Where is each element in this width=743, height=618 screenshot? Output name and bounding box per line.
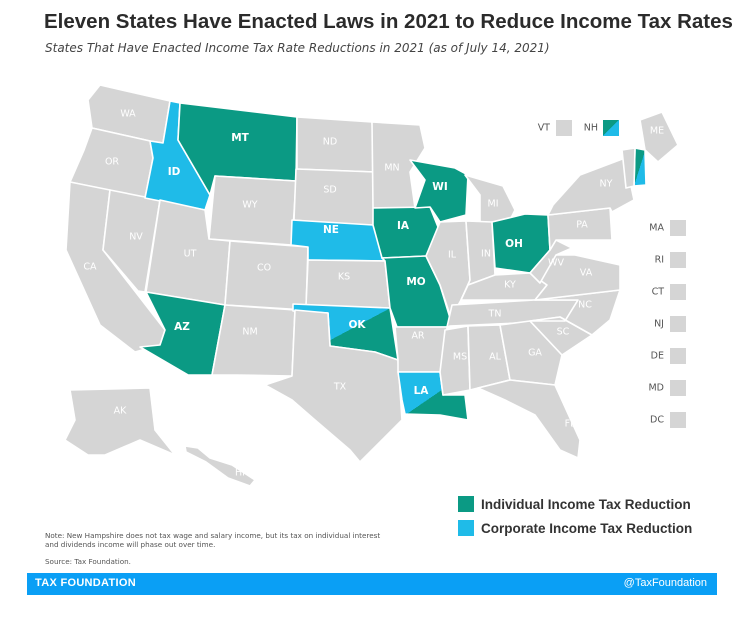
small-state-label-nj: NJ	[654, 319, 664, 330]
state-label-hi: HI	[235, 468, 245, 479]
legend-swatch-corporate	[458, 520, 474, 536]
state-label-ut: UT	[184, 249, 197, 260]
state-wy	[208, 175, 297, 246]
footnote: Note: New Hampshire does not tax wage an…	[45, 531, 381, 549]
state-label-nc: NC	[578, 300, 592, 311]
state-ak	[64, 387, 176, 456]
state-label-mi: MI	[488, 199, 499, 210]
state-label-il: IL	[448, 250, 457, 261]
state-label-fl: FL	[565, 419, 576, 430]
small-state-label-ct: CT	[652, 287, 665, 298]
state-label-ca: CA	[83, 262, 97, 273]
state-label-la: LA	[414, 385, 430, 397]
state-fl	[477, 379, 581, 459]
source-note: Source: Tax Foundation.	[45, 557, 131, 566]
state-label-ny: NY	[600, 179, 613, 190]
state-label-ky: KY	[504, 280, 516, 291]
state-label-wv: WV	[548, 258, 564, 269]
state-va	[529, 254, 621, 301]
state-label-ok: OK	[348, 319, 366, 331]
chart-subtitle: States That Have Enacted Income Tax Rate…	[45, 41, 550, 55]
state-label-ks: KS	[338, 272, 350, 283]
state-label-ia: IA	[397, 220, 410, 232]
legend-label-individual: Individual Income Tax Reduction	[481, 496, 691, 512]
legend-item-corporate: Corporate Income Tax Reduction	[458, 519, 692, 537]
small-state-label-ri: RI	[655, 255, 664, 266]
small-state-box-ct	[670, 284, 686, 300]
state-label-me: ME	[650, 126, 664, 137]
state-sd	[293, 168, 376, 227]
state-me	[639, 111, 679, 163]
state-label-sd: SD	[323, 185, 336, 196]
state-label-mn: MN	[384, 163, 399, 174]
small-state-box-md	[670, 380, 686, 396]
chart-title: Eleven States Have Enacted Laws in 2021 …	[44, 10, 733, 33]
state-label-ak: AK	[114, 406, 127, 417]
state-label-sc: SC	[557, 327, 570, 338]
state-label-wa: WA	[120, 109, 136, 120]
state-label-ar: AR	[411, 331, 424, 342]
state-label-id: ID	[168, 166, 181, 178]
state-nm	[211, 304, 296, 377]
state-label-in: IN	[481, 249, 491, 260]
state-label-al: AL	[489, 352, 501, 363]
state-label-nm: NM	[242, 327, 257, 338]
small-state-label-md: MD	[648, 383, 664, 394]
state-ms	[439, 325, 471, 396]
small-state-box-ma	[670, 220, 686, 236]
state-label-oh: OH	[505, 238, 523, 250]
footer-brand: TAX FOUNDATION	[35, 577, 136, 589]
state-label-wy: WY	[242, 200, 257, 211]
small-state-label-vt: VT	[538, 123, 550, 134]
small-state-box-vt	[556, 120, 572, 136]
small-state-label-ma: MA	[649, 223, 664, 234]
state-label-mt: MT	[231, 132, 249, 144]
small-state-label-nh: NH	[584, 123, 598, 134]
state-label-wi: WI	[432, 181, 448, 193]
small-state-box-nh	[603, 120, 619, 136]
state-nh	[633, 147, 647, 187]
state-hi	[184, 445, 256, 487]
small-state-box-nj	[670, 316, 686, 332]
state-label-va: VA	[580, 268, 593, 279]
state-ks	[305, 259, 391, 309]
small-state-label-dc: DC	[650, 415, 664, 426]
state-label-nd: ND	[323, 137, 337, 148]
state-label-co: CO	[257, 263, 271, 274]
legend-label-corporate: Corporate Income Tax Reduction	[481, 520, 693, 536]
footer-bar: TAX FOUNDATION @TaxFoundation	[27, 573, 717, 595]
state-ga	[499, 320, 563, 386]
small-state-box-dc	[670, 412, 686, 428]
state-co	[224, 240, 309, 311]
state-nc	[529, 289, 621, 336]
legend-item-individual: Individual Income Tax Reduction	[458, 495, 691, 513]
small-state-label-de: DE	[651, 351, 664, 362]
state-label-mo: MO	[406, 276, 425, 288]
state-label-pa: PA	[576, 220, 588, 231]
small-state-box-de	[670, 348, 686, 364]
state-label-az: AZ	[174, 321, 190, 333]
state-label-tn: TN	[488, 309, 502, 320]
state-label-nv: NV	[129, 232, 143, 243]
state-ny	[547, 157, 635, 216]
state-label-ne: NE	[323, 224, 339, 236]
state-label-or: OR	[105, 157, 119, 168]
small-state-box-ri	[670, 252, 686, 268]
state-label-tx: TX	[333, 382, 347, 393]
footer-handle: @TaxFoundation	[623, 577, 707, 589]
state-tx	[264, 309, 403, 463]
legend-swatch-individual	[458, 496, 474, 512]
state-label-ga: GA	[528, 348, 542, 359]
state-label-ms: MS	[453, 352, 467, 363]
state-vt	[621, 147, 636, 189]
